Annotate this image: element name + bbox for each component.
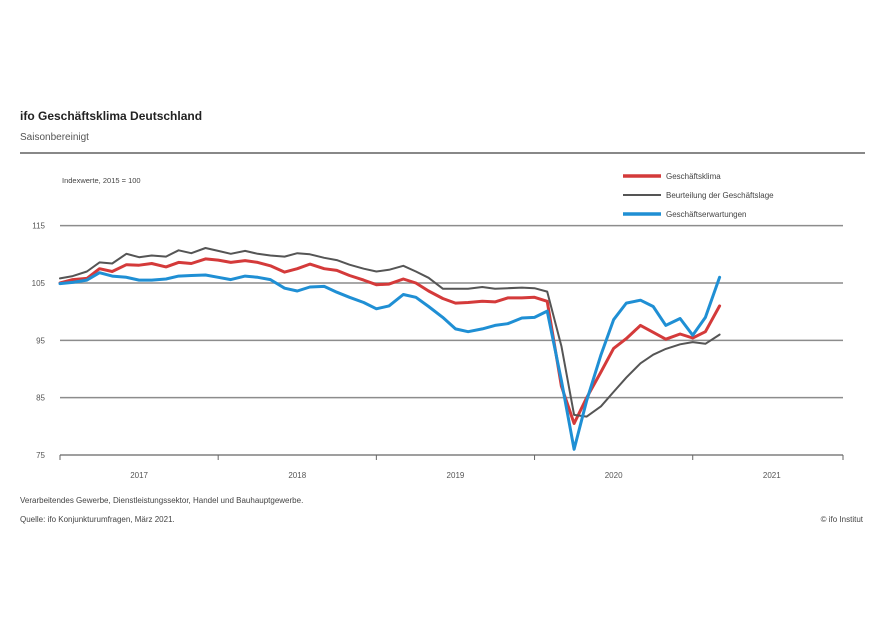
series-line-2 — [59, 247, 721, 418]
x-tick-label: 2021 — [763, 471, 781, 480]
y-tick-label: 105 — [32, 279, 46, 288]
series-line-1 — [58, 257, 722, 425]
y-tick-label: 115 — [32, 222, 45, 231]
chart-subtitle: Saisonbereinigt — [20, 132, 89, 143]
index-note: Indexwerte, 2015 = 100 — [62, 176, 141, 185]
x-tick-label: 2018 — [288, 471, 306, 480]
y-tick-label: 95 — [36, 336, 45, 345]
x-tick-label: 2017 — [130, 471, 148, 480]
header-divider — [20, 152, 865, 154]
y-tick-label: 75 — [36, 451, 45, 460]
x-axis — [59, 454, 844, 460]
x-tick-label: 2020 — [605, 471, 623, 480]
y-axis-labels: 75 85 95 105 115 — [32, 222, 46, 460]
legend-label: Beurteilung der Geschäftslage — [666, 191, 774, 200]
copyright: © ifo Institut — [820, 515, 863, 524]
chart-title: ifo Geschäftsklima Deutschland — [20, 109, 203, 123]
x-tick-label: 2019 — [447, 471, 465, 480]
legend: Geschäftsklima Beurteilung der Geschäftsl… — [623, 172, 774, 219]
legend-label: Geschäftsklima — [666, 172, 721, 181]
series-line-3 — [58, 271, 722, 451]
series-lines — [58, 247, 722, 451]
legend-label: Geschäftserwartungen — [666, 210, 747, 219]
footnote: Verarbeitendes Gewerbe, Dienstleistungss… — [20, 496, 304, 505]
source-note: Quelle: ifo Konjunkturumfragen, März 202… — [20, 515, 175, 524]
x-axis-labels: 2017 2018 2019 2020 2021 — [130, 471, 781, 480]
y-tick-label: 85 — [36, 394, 45, 403]
